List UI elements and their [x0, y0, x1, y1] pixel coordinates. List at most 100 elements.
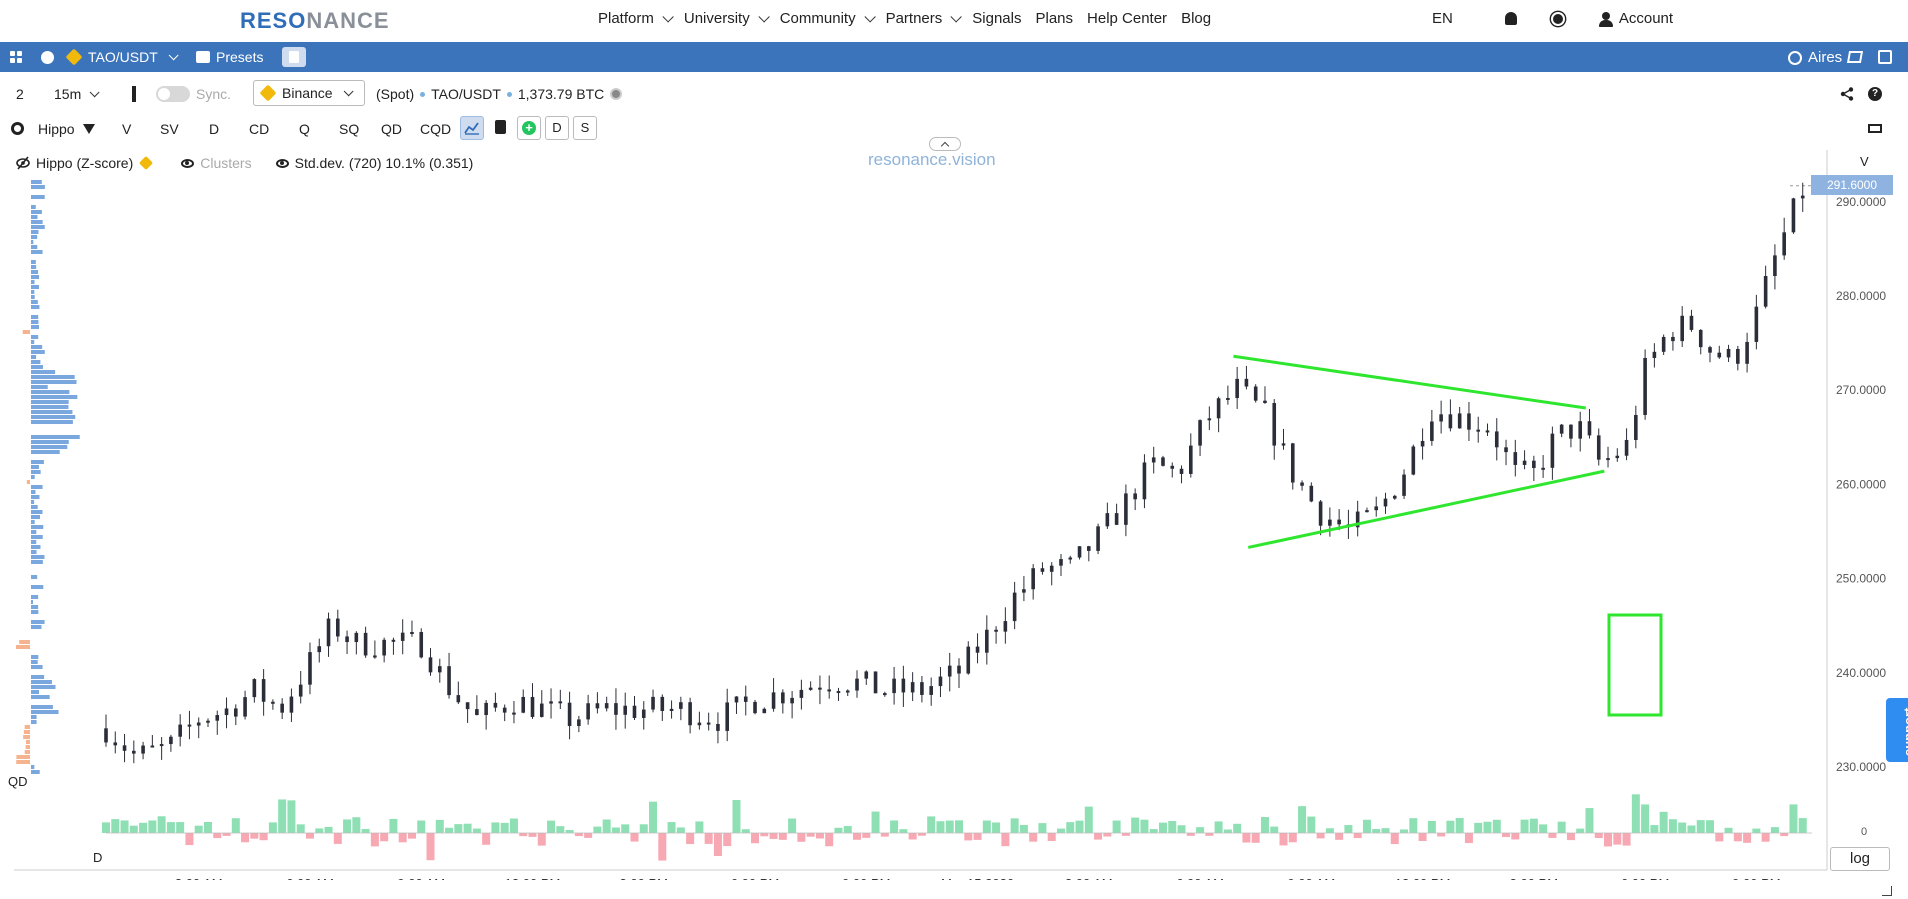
volume-profile-bar	[31, 365, 43, 369]
menu-item-community[interactable]: Community	[780, 10, 876, 27]
logo-text-mid: O	[288, 8, 307, 33]
notes-icon[interactable]	[488, 116, 512, 140]
resize-handle-icon[interactable]	[1882, 886, 1892, 896]
collapse-panel-button[interactable]	[929, 137, 961, 151]
indicator-button-q[interactable]: Q	[299, 121, 310, 137]
menu-item-platform[interactable]: Platform	[598, 10, 674, 27]
price-chart[interactable]: 230.0000 240.0000 250.0000 260.0000 270.0000…	[0, 150, 1908, 880]
eye-icon[interactable]	[181, 158, 195, 168]
layers-icon[interactable]	[1846, 51, 1864, 63]
candle-body	[1791, 198, 1796, 233]
menu-item-partners[interactable]: Partners	[886, 10, 963, 27]
resonance-logo[interactable]: RESONANCE	[240, 8, 390, 34]
volume-profile-bar	[31, 610, 39, 614]
volume-profile-bar	[31, 500, 35, 504]
indicator-button-sv[interactable]: SV	[160, 121, 179, 137]
layout-button[interactable]	[282, 47, 306, 67]
presets-label: Presets	[216, 49, 264, 65]
presets-button[interactable]: Presets	[196, 49, 263, 65]
delta-bar-down	[1743, 833, 1752, 843]
volume-profile-bar	[22, 330, 30, 334]
indicator-button-cd[interactable]: CD	[249, 121, 270, 137]
menu-item-university[interactable]: University	[684, 10, 770, 27]
menu-item-help-center[interactable]: Help Center	[1087, 10, 1167, 27]
candle-type-icon[interactable]	[132, 86, 141, 102]
volume-profile-bar	[31, 710, 59, 714]
menu-item-plans[interactable]: Plans	[1035, 10, 1073, 27]
candle-body	[141, 745, 145, 754]
user-icon[interactable]	[1598, 11, 1613, 27]
delta-bar-up	[955, 820, 963, 833]
candle-body	[1087, 546, 1091, 551]
delta-bar-up	[1474, 822, 1483, 833]
time-tick-label: 6:00 AM	[286, 876, 334, 880]
delta-bar-up	[287, 800, 296, 833]
volume-profile-bar	[31, 765, 35, 769]
delta-bar-up	[982, 820, 991, 833]
chevron-down-icon	[864, 10, 876, 23]
aires-label: Aires	[1808, 49, 1843, 66]
delta-bar-down	[584, 833, 593, 838]
delta-bar-down	[1242, 833, 1251, 843]
apps-grid-icon[interactable]	[10, 51, 23, 64]
delta-bar-down	[723, 833, 732, 847]
indicator-box-s[interactable]: S	[573, 116, 597, 140]
indicator-button-sq[interactable]: SQ	[339, 121, 360, 137]
delta-bar-up	[1492, 819, 1501, 833]
status-dot-icon[interactable]	[41, 51, 54, 64]
aires-button[interactable]: Aires	[1788, 49, 1842, 66]
line-chart-toggle[interactable]	[460, 116, 484, 140]
eye-slash-icon[interactable]	[16, 156, 30, 170]
candle-body	[206, 720, 210, 723]
exchange-selector[interactable]: Binance	[253, 80, 365, 106]
candle-body	[1726, 348, 1731, 358]
delta-bar-down	[751, 833, 760, 844]
indicator-button-v[interactable]: V	[122, 121, 132, 137]
add-indicator-button[interactable]: +	[517, 116, 541, 140]
volume-profile-bar	[31, 475, 35, 479]
volume-profile-bar	[31, 545, 41, 549]
delta-bar-down	[1251, 833, 1260, 843]
gear-icon[interactable]	[11, 122, 24, 135]
account-link[interactable]: Account	[1618, 10, 1674, 27]
delta-bar-up	[278, 799, 287, 833]
indicator-button-qd[interactable]: QD	[381, 121, 402, 137]
volume-profile-bar	[31, 195, 45, 199]
indicator-button-cqd[interactable]: CQD	[420, 121, 452, 137]
menu-item-blog[interactable]: Blog	[1181, 10, 1211, 27]
delta-bar-down	[305, 833, 314, 839]
sync-switch[interactable]	[156, 86, 190, 102]
bell-icon[interactable]	[1504, 12, 1517, 25]
help-icon[interactable]: ?	[1868, 87, 1882, 101]
language-selector[interactable]: EN	[1432, 10, 1453, 27]
log-scale-button[interactable]: log	[1830, 847, 1890, 871]
delta-bar-down	[815, 833, 824, 839]
volume-profile-bar	[31, 295, 35, 299]
sync-toggle[interactable]: Sync.	[156, 86, 231, 102]
support-tab[interactable]: support	[1886, 698, 1908, 762]
volume-profile-bar	[31, 245, 38, 249]
volume-profile-bar	[31, 675, 45, 679]
delta-bar-up	[315, 828, 324, 833]
share-icon[interactable]	[1840, 87, 1854, 101]
menu-item-signals[interactable]: Signals	[972, 10, 1021, 27]
timeframe-selector[interactable]: 15m	[54, 86, 100, 102]
indicator-selector[interactable]: Hippo	[38, 121, 95, 137]
layout-count[interactable]: 2	[16, 86, 24, 102]
filter-icon[interactable]	[82, 124, 95, 134]
delta-bar-down	[760, 833, 769, 837]
candle-body	[1161, 457, 1165, 466]
theme-toggle-icon[interactable]	[1552, 13, 1563, 24]
indicator-button-d[interactable]: D	[209, 121, 220, 137]
eye-icon[interactable]	[275, 158, 289, 168]
indicator-box-d[interactable]: D	[545, 116, 569, 140]
menu-item-label: Platform	[598, 10, 654, 27]
pair-selector[interactable]: TAO/USDT	[65, 48, 179, 66]
candle-body	[1550, 433, 1555, 468]
candle-body	[1124, 493, 1128, 525]
ruler-icon[interactable]	[1868, 124, 1882, 133]
candle-body	[261, 679, 266, 702]
expand-icon[interactable]	[1878, 50, 1892, 64]
delta-bar-down	[797, 833, 806, 842]
price-tick-label: 240.0000	[1836, 666, 1886, 680]
